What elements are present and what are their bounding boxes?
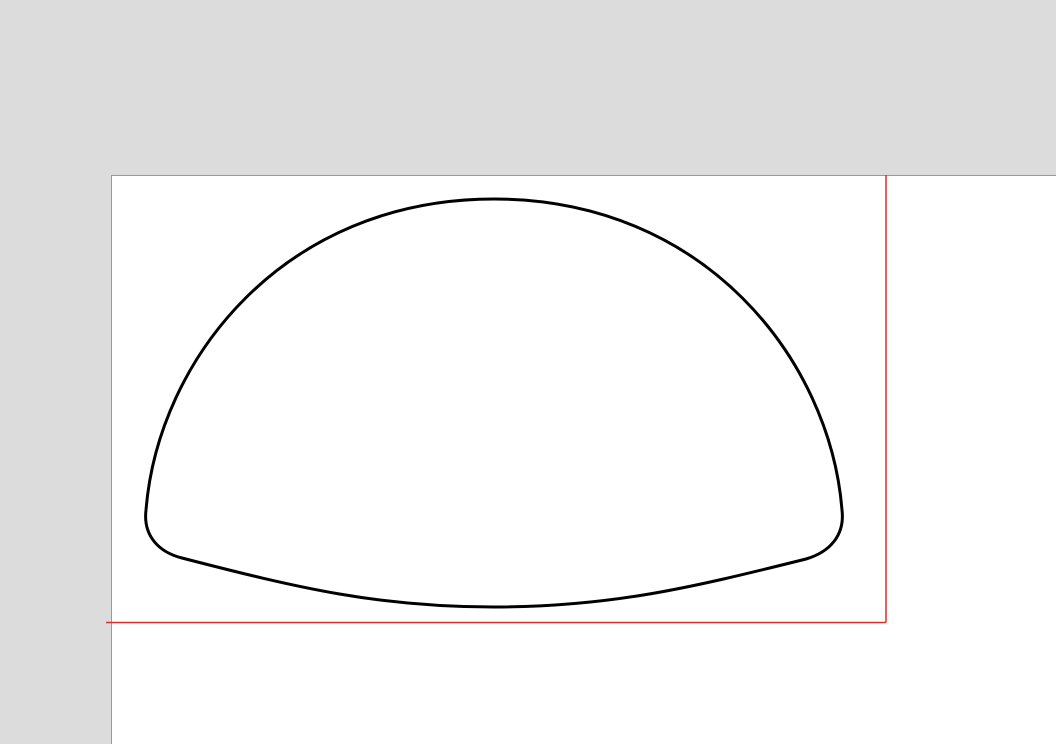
document-page [111, 175, 1056, 744]
dome-shape-outline[interactable] [144, 197, 844, 609]
